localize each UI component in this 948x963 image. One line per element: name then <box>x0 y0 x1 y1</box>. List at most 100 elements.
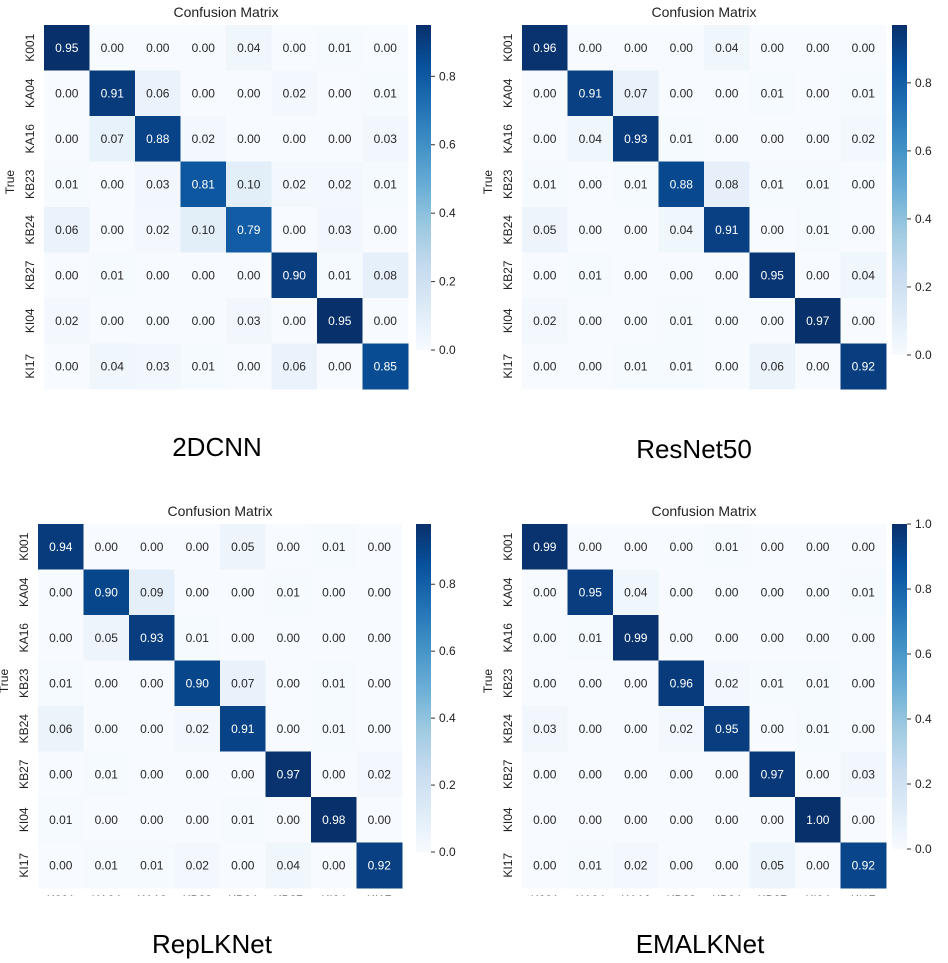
cell-value-label: 0.00 <box>852 540 876 554</box>
cell-value-label: 0.00 <box>806 767 830 781</box>
y-tick-label: K001 <box>17 532 31 560</box>
heatmap-cell-KB27-KI17 <box>362 252 409 299</box>
cell-value-label: 0.00 <box>533 359 557 373</box>
cell-value-label: 0.88 <box>670 177 694 191</box>
heatmap-cell-KB27-KI04 <box>311 751 357 798</box>
heatmap-cell-KI04-KA16 <box>613 797 659 843</box>
heatmap-cell-KA16-K001 <box>522 615 568 661</box>
heatmap-cell-KB27-KB27 <box>265 751 312 798</box>
y-tick-label: KB24 <box>23 215 37 245</box>
heatmap-cell-KA04-KB27 <box>265 569 312 616</box>
heatmap-cell-KB23-KA04 <box>567 660 614 707</box>
heatmap-cell-KA16-KA04 <box>83 615 130 661</box>
cell-value-label: 0.00 <box>95 722 119 736</box>
heatmap-cell-KA04-KA16 <box>129 569 175 616</box>
colorbar-tick-label: 0.8 <box>439 577 456 591</box>
cell-value-label: 0.00 <box>140 540 164 554</box>
heatmap-cell-KB27-KB23 <box>174 751 221 798</box>
heatmap-cell-KB27-KB24 <box>226 252 272 299</box>
heatmap-cell-K001-KI04 <box>317 25 363 71</box>
heatmap-cell-KB23-KI04 <box>317 161 363 208</box>
y-tick-label: KB24 <box>17 714 31 744</box>
cell-value-label: 0.01 <box>670 132 694 146</box>
cell-value-label: 0.01 <box>192 359 216 373</box>
cell-value-label: 0.02 <box>328 177 352 191</box>
heatmap-cell-KB27-K001 <box>522 252 568 299</box>
y-tick-label: KA04 <box>17 577 31 607</box>
cell-value-label: 0.02 <box>852 132 876 146</box>
cell-value-label: 0.00 <box>670 41 694 55</box>
cell-value-label: 0.92 <box>852 858 876 872</box>
cell-value-label: 0.05 <box>761 858 785 872</box>
cell-value-label: 0.00 <box>579 767 603 781</box>
cell-value-label: 0.00 <box>533 132 557 146</box>
y-tick-label: KB27 <box>501 260 515 290</box>
cell-value-label: 0.01 <box>49 676 73 690</box>
cell-value-label: 0.00 <box>283 132 307 146</box>
heatmap-cell-K001-KI17 <box>840 524 887 570</box>
x-tick-label: K001 <box>47 893 75 896</box>
confusion-matrix-panel-resnet50: Confusion Matrix 0.96 0.00 0.00 0.00 0.04 0.00… <box>474 0 948 395</box>
cell-value-label: 0.02 <box>186 858 210 872</box>
heatmap-cell-KA16-K001 <box>38 615 84 661</box>
heatmap-cell-K001-KA16 <box>135 25 181 71</box>
heatmap-cell-KB27-KI04 <box>795 751 841 798</box>
x-tick-label: KB27 <box>280 394 310 395</box>
cell-value-label: 0.00 <box>186 585 210 599</box>
heatmap-cell-K001-KB27 <box>749 25 796 71</box>
colorbar-tick-label: 1.0 <box>915 517 932 531</box>
cell-value-label: 0.00 <box>49 631 73 645</box>
cell-value-label: 0.00 <box>852 223 876 237</box>
heatmap-cell-KA16-KI17 <box>840 116 887 162</box>
cell-value-label: 0.00 <box>579 540 603 554</box>
cell-value-label: 0.00 <box>283 314 307 328</box>
cell-value-label: 0.00 <box>624 268 648 282</box>
cell-value-label: 0.00 <box>95 540 119 554</box>
cell-value-label: 0.00 <box>715 132 739 146</box>
y-tick-label: K001 <box>501 532 515 560</box>
heatmap-cell-KB23-K001 <box>38 660 84 707</box>
heatmap-cell-KA16-KI04 <box>311 615 357 661</box>
cell-value-label: 0.00 <box>368 676 392 690</box>
x-tick-label: KI04 <box>327 394 352 395</box>
y-tick-label: KA16 <box>501 124 515 154</box>
colorbar <box>892 25 907 355</box>
cell-value-label: 0.00 <box>368 722 392 736</box>
y-tick-label: KB23 <box>23 169 37 199</box>
cell-value-label: 0.95 <box>761 268 785 282</box>
heatmap-cell-KB24-KB23 <box>658 207 705 253</box>
heatmap-cell-KB23-KA16 <box>613 161 659 208</box>
cell-value-label: 0.00 <box>852 177 876 191</box>
heatmap-cell-KA04-K001 <box>522 70 568 117</box>
heatmap-cell-KA04-K001 <box>38 569 84 616</box>
cell-value-label: 0.06 <box>49 722 73 736</box>
y-tick-label: K001 <box>23 33 37 61</box>
x-tick-label: KB24 <box>228 893 258 896</box>
heatmap-cell-KB24-K001 <box>522 706 568 752</box>
cell-value-label: 0.00 <box>579 676 603 690</box>
heatmap-cell-KB27-KA16 <box>129 751 175 798</box>
x-tick-label: KI17 <box>851 394 876 395</box>
cell-value-label: 0.00 <box>140 722 164 736</box>
cell-value-label: 0.01 <box>761 676 785 690</box>
heatmap-cell-KB27-KA16 <box>135 252 181 299</box>
cell-value-label: 0.01 <box>328 268 352 282</box>
y-tick-label: KI17 <box>17 853 31 878</box>
heatmap-cell-KB24-KB24 <box>226 207 272 253</box>
heatmap-cell-K001-K001 <box>522 25 568 71</box>
cell-value-label: 0.03 <box>374 132 398 146</box>
heatmap-cell-KB24-KI17 <box>840 706 887 752</box>
heatmap-cell-KI17-KB24 <box>704 343 750 390</box>
heatmap-cell-K001-KA04 <box>89 25 136 71</box>
heatmap-cell-K001-KI17 <box>362 25 409 71</box>
heatmap-cell-K001-KB27 <box>265 524 312 570</box>
cell-value-label: 0.00 <box>670 631 694 645</box>
heatmap-cell-KB27-KI17 <box>356 751 403 798</box>
cell-value-label: 0.99 <box>533 540 557 554</box>
cell-value-label: 0.90 <box>283 268 307 282</box>
heatmap-cell-KI17-KA04 <box>83 842 130 889</box>
heatmap-cell-K001-KB27 <box>271 25 318 71</box>
x-tick-label: KB27 <box>758 893 788 896</box>
colorbar-tick-label: 0.6 <box>915 647 932 661</box>
